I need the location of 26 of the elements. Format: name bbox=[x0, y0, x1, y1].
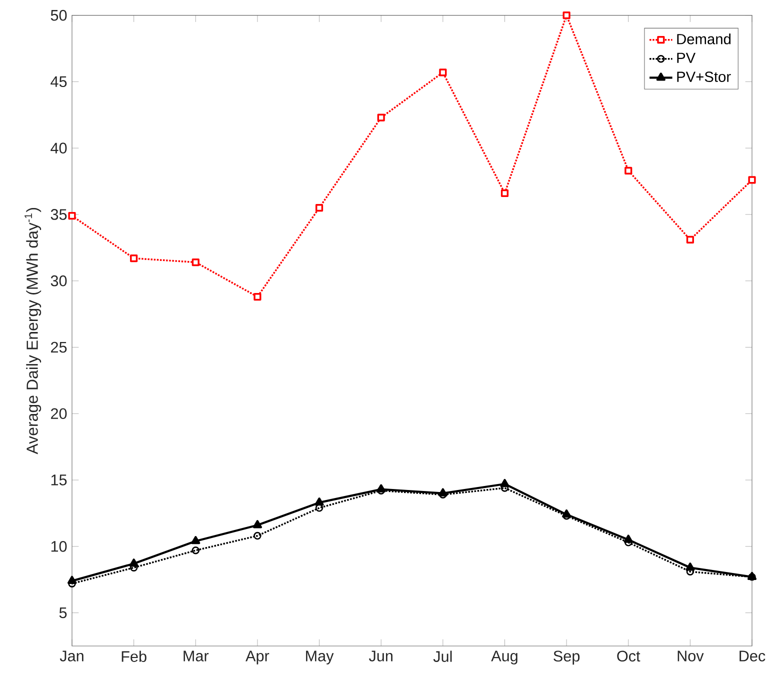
legend-label: Demand bbox=[677, 34, 731, 44]
y-tick-label: 35 bbox=[50, 209, 67, 220]
y-tick-label: 15 bbox=[51, 474, 67, 486]
x-tick-label: Jan bbox=[60, 650, 84, 662]
y-tick-label: 5 bbox=[59, 607, 67, 618]
y-tick-label: 45 bbox=[50, 76, 67, 88]
x-tick-label: Dec bbox=[740, 650, 766, 662]
x-tick-label: Aug bbox=[491, 650, 518, 664]
x-tick-label: Jun bbox=[368, 650, 392, 662]
x-tick-label: Nov bbox=[678, 650, 704, 662]
legend-label: PV+Stor bbox=[677, 72, 731, 82]
x-tick-label: Feb bbox=[122, 650, 146, 662]
y-tick-label: 20 bbox=[51, 408, 67, 420]
y-axis-title: Average Daily Energy (MWh day$^{-1}$) bbox=[24, 208, 42, 454]
y-tick-label: 10 bbox=[51, 540, 67, 552]
y-tick-label: 40 bbox=[50, 142, 67, 154]
x-tick-label: Apr bbox=[246, 650, 270, 664]
x-tick-label: Jul bbox=[433, 650, 452, 662]
legend-label: PV bbox=[677, 52, 696, 63]
y-tick-label: 25 bbox=[51, 342, 67, 353]
x-tick-label: Mar bbox=[184, 650, 209, 662]
x-tick-label: May bbox=[306, 650, 334, 664]
y-tick-label: 50 bbox=[50, 10, 67, 21]
y-tick-label: 30 bbox=[50, 275, 67, 286]
x-tick-label: Sep bbox=[554, 650, 580, 665]
x-tick-label: Oct bbox=[617, 650, 640, 662]
